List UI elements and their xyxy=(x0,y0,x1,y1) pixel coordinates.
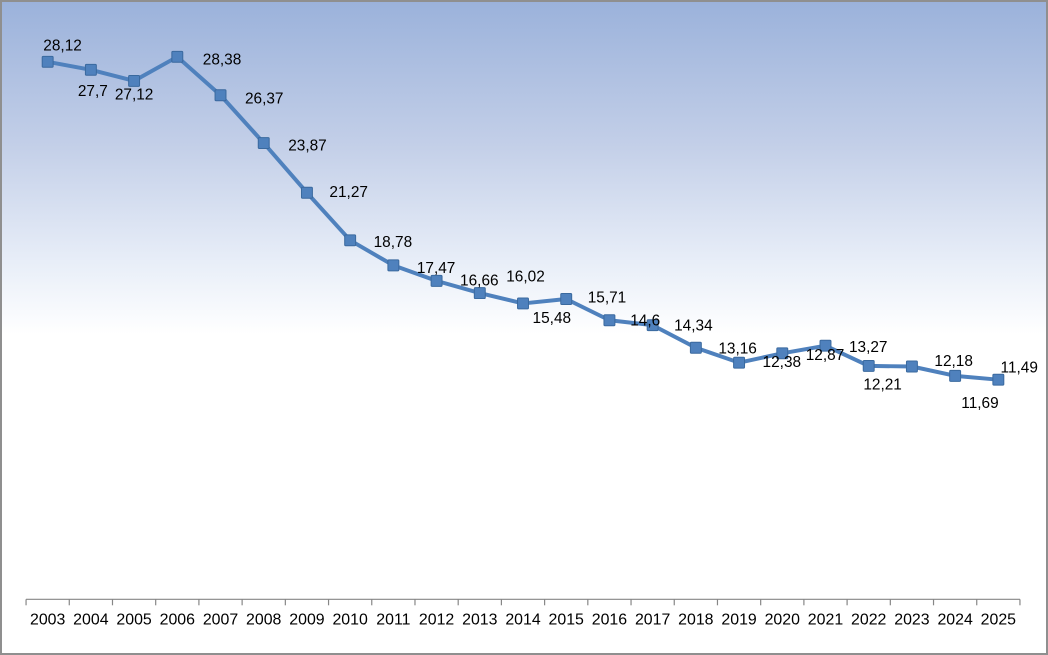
series-line xyxy=(45,54,1001,382)
data-point-label: 28,38 xyxy=(203,51,242,68)
data-point-marker xyxy=(430,274,443,287)
data-point-label: 23,87 xyxy=(288,138,327,155)
data-point-marker xyxy=(128,74,141,87)
data-point-label: 12,18 xyxy=(934,353,973,370)
data-point-marker xyxy=(171,50,184,63)
data-point-marker xyxy=(992,373,1005,386)
x-axis-label: 2012 xyxy=(419,612,455,629)
data-point-label: 14,6 xyxy=(630,313,660,330)
x-axis-label: 2025 xyxy=(981,612,1017,629)
x-axis-label: 2023 xyxy=(894,612,930,629)
data-point-marker xyxy=(84,63,97,76)
data-point-label: 26,37 xyxy=(245,91,284,108)
data-point-marker xyxy=(646,319,659,332)
x-axis-label: 2018 xyxy=(678,612,714,629)
x-axis-label: 2003 xyxy=(30,612,66,629)
data-point-marker xyxy=(819,339,832,352)
data-point-marker xyxy=(689,341,702,354)
data-point-marker xyxy=(387,259,400,272)
data-point-marker xyxy=(344,234,357,247)
data-point-label: 14,34 xyxy=(674,318,713,335)
x-axis-label: 2015 xyxy=(549,612,585,629)
x-axis-label: 2014 xyxy=(505,612,541,629)
data-point-marker xyxy=(733,356,746,369)
data-point-label: 13,27 xyxy=(849,339,888,356)
data-point-label: 17,47 xyxy=(417,260,456,277)
data-point-marker xyxy=(41,55,54,68)
data-point-marker xyxy=(300,186,313,199)
data-point-label: 12,87 xyxy=(806,347,845,364)
x-axis-label: 2011 xyxy=(376,612,410,629)
data-point-label: 15,48 xyxy=(533,310,572,327)
x-axis-label: 2004 xyxy=(73,612,109,629)
data-point-label: 27,7 xyxy=(78,83,108,100)
data-point-label: 12,38 xyxy=(763,354,802,371)
x-axis-label: 2010 xyxy=(332,612,368,629)
data-point-marker xyxy=(560,293,573,305)
x-axis-label: 2017 xyxy=(635,612,671,629)
data-point-label: 13,16 xyxy=(718,340,757,357)
x-axis-label: 2008 xyxy=(246,612,282,629)
x-axis-label: 2009 xyxy=(289,612,325,629)
data-point-label: 12,21 xyxy=(863,376,902,393)
x-axis-label: 2005 xyxy=(116,612,152,629)
x-axis-label: 2022 xyxy=(851,612,887,629)
x-axis-label: 2013 xyxy=(462,612,498,629)
x-axis-label: 2024 xyxy=(937,612,973,629)
data-point-label: 15,71 xyxy=(588,290,627,307)
data-point-label: 11,49 xyxy=(1001,359,1038,376)
x-axis-label: 2020 xyxy=(765,612,801,629)
x-axis-label: 2016 xyxy=(592,612,628,629)
x-axis-label: 2006 xyxy=(160,612,196,629)
data-point-marker xyxy=(214,89,227,102)
data-point-marker xyxy=(473,287,486,300)
data-point-label: 28,12 xyxy=(43,37,82,54)
data-point-label: 16,66 xyxy=(460,272,499,289)
data-point-marker xyxy=(603,314,616,327)
data-point-label: 11,69 xyxy=(961,395,998,412)
data-point-marker xyxy=(949,369,962,382)
data-point-label: 16,02 xyxy=(506,269,545,286)
data-point-marker xyxy=(776,347,789,360)
data-point-label: 18,78 xyxy=(374,234,413,251)
data-point-label: 21,27 xyxy=(329,184,368,201)
data-point-marker xyxy=(257,137,270,149)
x-axis-label: 2019 xyxy=(721,612,757,629)
data-point-marker xyxy=(517,297,529,310)
data-point-label: 27,12 xyxy=(115,86,154,103)
data-point-marker xyxy=(905,360,918,373)
x-axis-label: 2021 xyxy=(808,612,844,629)
x-axis-label: 2007 xyxy=(203,612,239,629)
data-point-marker xyxy=(862,359,875,372)
